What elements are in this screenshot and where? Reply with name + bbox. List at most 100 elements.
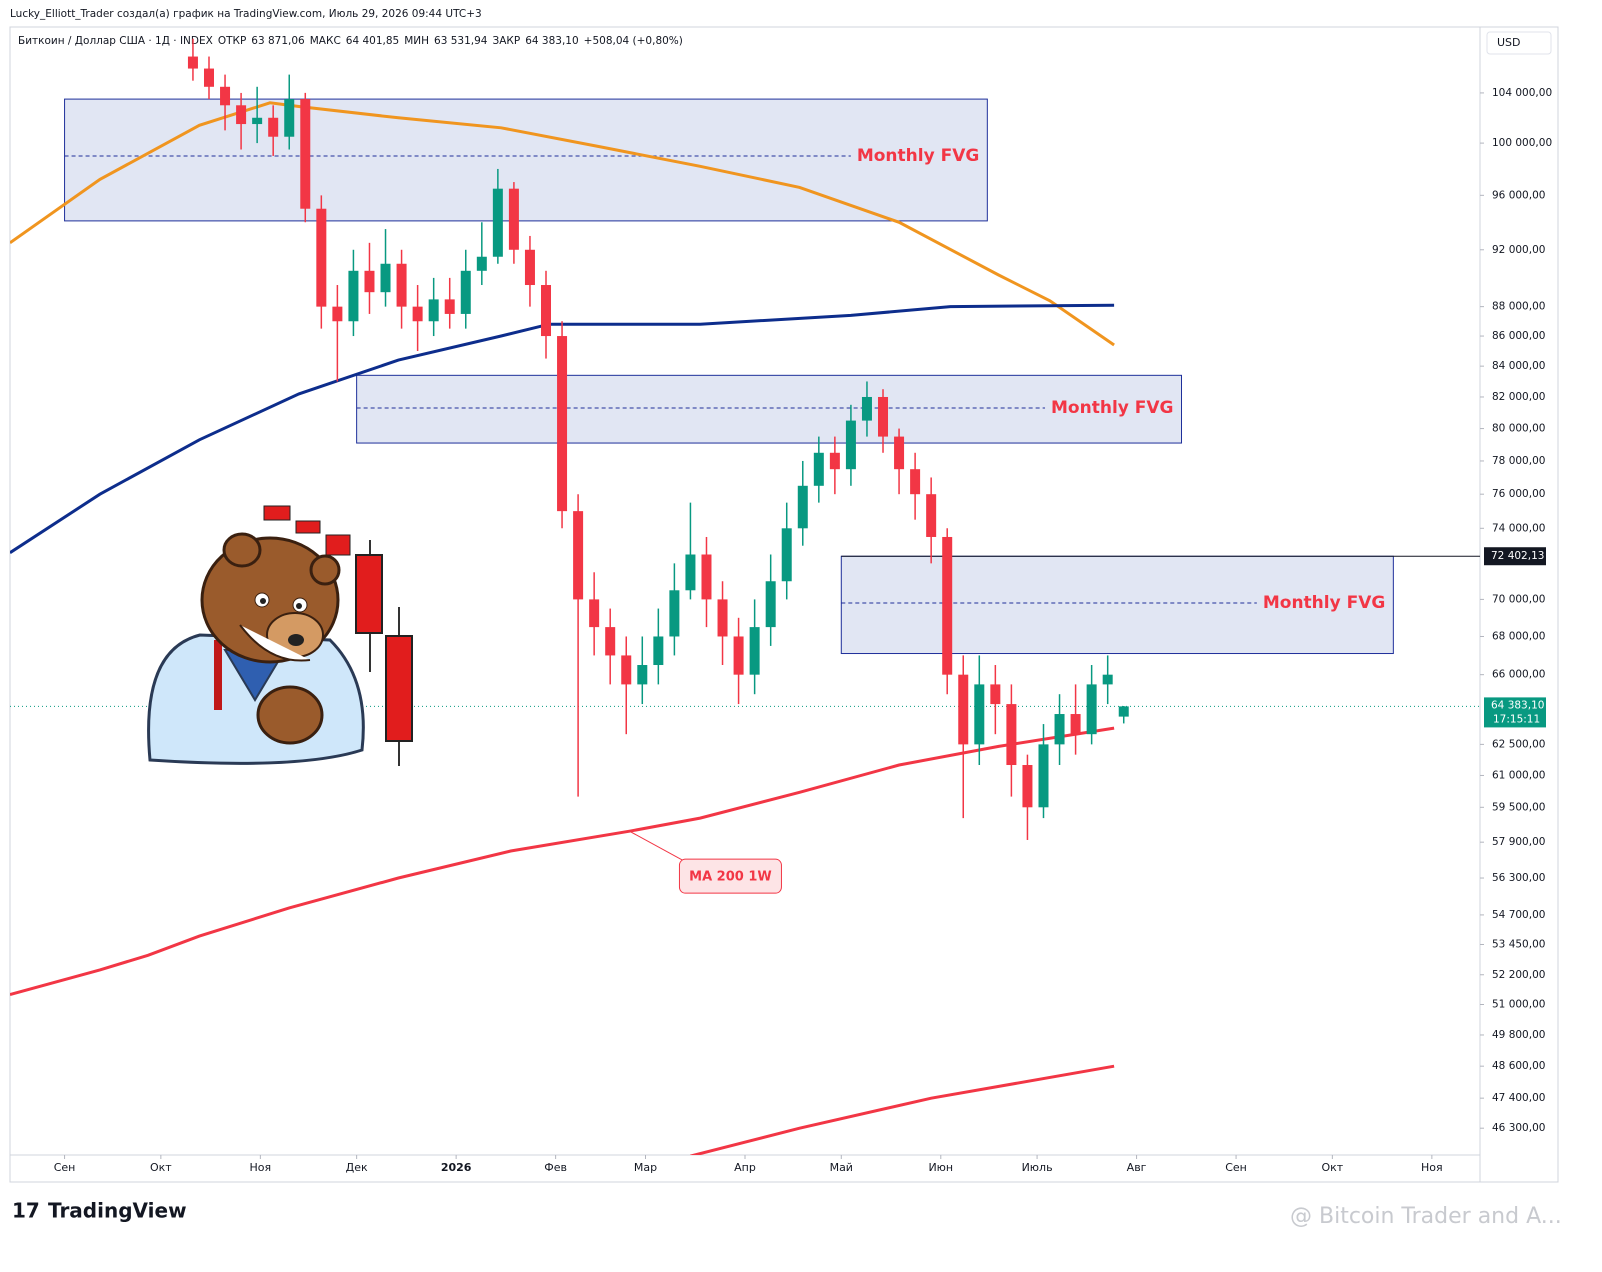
candle-body xyxy=(894,436,905,470)
y-tick-label: 46 300,00 xyxy=(1492,1122,1545,1134)
candle-body xyxy=(685,554,696,591)
x-tick-label: Ноя xyxy=(1421,1161,1443,1174)
x-tick-label: Мар xyxy=(634,1161,657,1174)
fvg-label: Monthly FVG xyxy=(1051,398,1173,418)
candle-body xyxy=(1086,684,1097,735)
y-tick-label: 47 400,00 xyxy=(1492,1092,1545,1104)
candle-body xyxy=(605,627,616,656)
candle-body xyxy=(396,263,407,307)
ohlc-label: ОТКР xyxy=(218,35,246,47)
candle-body xyxy=(813,452,824,486)
y-tick-label: 52 200,00 xyxy=(1492,969,1545,981)
level-tag-label: 72 402,13 xyxy=(1491,550,1544,562)
credit: Lucky_Elliott_Trader создал(а) график на… xyxy=(10,8,482,20)
y-tick-label: 62 500,00 xyxy=(1492,738,1545,750)
y-tick-label: 66 000,00 xyxy=(1492,669,1545,681)
logo-mark: 𝟭𝟳 xyxy=(12,1199,40,1223)
candle-body xyxy=(428,299,439,322)
y-tick-label: 56 300,00 xyxy=(1492,872,1545,884)
moving-average xyxy=(10,101,1115,347)
candle-body xyxy=(508,188,519,250)
fvg-zone xyxy=(64,98,988,222)
y-tick-label: 86 000,00 xyxy=(1492,330,1545,342)
y-tick-label: 92 000,00 xyxy=(1492,244,1545,256)
fvg-label: Monthly FVG xyxy=(857,146,979,166)
fvg-zone xyxy=(840,555,1394,655)
x-tick-label: Май xyxy=(830,1161,853,1174)
candle-body xyxy=(829,452,840,470)
candle-body xyxy=(845,420,856,470)
moving-average xyxy=(10,303,1115,554)
x-tick-label: Окт xyxy=(1321,1161,1343,1174)
y-tick-label: 76 000,00 xyxy=(1492,488,1545,500)
x-tick-label: Апр xyxy=(734,1161,756,1174)
candle-body xyxy=(1054,714,1065,745)
change: +508,04 (+0,80%) xyxy=(584,35,683,47)
ohlc-label: МИН xyxy=(404,35,429,47)
ohlc-value: 63 871,06 xyxy=(251,35,305,47)
candle-body xyxy=(990,684,1001,705)
candle-body xyxy=(637,665,648,685)
y-tick-label: 82 000,00 xyxy=(1492,391,1545,403)
candle-body xyxy=(1070,714,1081,735)
candle-body xyxy=(701,554,712,600)
candle-body xyxy=(974,684,985,745)
candle-body xyxy=(220,86,231,106)
y-tick-label: 74 000,00 xyxy=(1492,522,1545,534)
x-tick-label: Сен xyxy=(54,1161,76,1174)
candle-body xyxy=(733,636,744,675)
countdown: 17:15:11 xyxy=(1493,713,1540,725)
x-tick-label: Фев xyxy=(544,1161,567,1174)
candle-body xyxy=(717,599,728,637)
candle-body xyxy=(621,655,632,685)
candle-body xyxy=(268,117,279,137)
candle-body xyxy=(380,263,391,293)
candle-body xyxy=(284,99,295,137)
x-tick-label: Окт xyxy=(150,1161,172,1174)
candle-body xyxy=(1022,765,1033,808)
currency-button[interactable] xyxy=(1486,31,1552,55)
moving-average xyxy=(10,726,1115,996)
candle-body xyxy=(492,188,503,257)
candle-body xyxy=(364,270,375,293)
y-tick-label: 61 000,00 xyxy=(1492,769,1545,781)
y-tick-label: 70 000,00 xyxy=(1492,593,1545,605)
candle-body xyxy=(765,581,776,628)
candle-body xyxy=(332,306,343,322)
x-tick-label: Июн xyxy=(928,1161,953,1174)
annotation-box xyxy=(678,858,782,894)
x-tick-label: Авг xyxy=(1127,1161,1147,1174)
last-price-label: 64 383,10 xyxy=(1491,699,1544,711)
candle-body xyxy=(653,636,664,666)
plot: Monthly FVG Monthly FVG Monthly FVG MA 200 … xyxy=(10,38,1552,1174)
bear-illustration xyxy=(147,505,413,766)
candle-body xyxy=(557,336,568,512)
candle-body xyxy=(316,208,327,307)
y-tick-label: 78 000,00 xyxy=(1492,455,1545,467)
y-tick-label: 68 000,00 xyxy=(1492,630,1545,642)
x-tick-label: 2026 xyxy=(441,1161,472,1174)
currency[interactable]: USD xyxy=(1497,36,1521,49)
candle-body xyxy=(476,256,487,271)
candle-body xyxy=(749,627,760,675)
y-tick-label: 104 000,00 xyxy=(1492,87,1552,99)
x-tick-label: Сен xyxy=(1225,1161,1247,1174)
candle-body xyxy=(589,599,600,628)
candle-body xyxy=(460,270,471,314)
legend: Биткоин / Доллар США · 1Д · INDEX ОТКР 63 … xyxy=(18,35,683,47)
candle-body xyxy=(797,485,808,529)
candle-body xyxy=(926,494,937,537)
y-tick-label: 57 900,00 xyxy=(1492,836,1545,848)
candle-body xyxy=(861,396,872,421)
last-price-tag xyxy=(1484,697,1546,728)
plot-area: Monthly FVG Monthly FVG Monthly FVG xyxy=(10,38,1480,1155)
candle-body xyxy=(236,105,247,125)
x-tick-label: Ноя xyxy=(250,1161,272,1174)
y-tick-label: 54 700,00 xyxy=(1492,909,1545,921)
candle-body xyxy=(541,285,552,337)
fvg-zone xyxy=(356,374,1183,444)
candle-body xyxy=(444,299,455,314)
annotation-pointer xyxy=(629,830,685,862)
y-tick-label: 53 450,00 xyxy=(1492,938,1545,950)
candle-body xyxy=(910,469,921,495)
